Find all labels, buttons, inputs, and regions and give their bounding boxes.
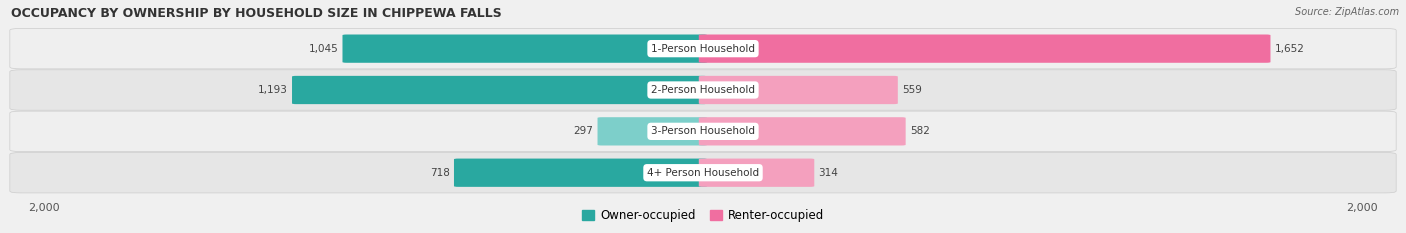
FancyBboxPatch shape (10, 152, 1396, 193)
Text: OCCUPANCY BY OWNERSHIP BY HOUSEHOLD SIZE IN CHIPPEWA FALLS: OCCUPANCY BY OWNERSHIP BY HOUSEHOLD SIZE… (11, 7, 502, 20)
Text: 718: 718 (430, 168, 450, 178)
Text: Source: ZipAtlas.com: Source: ZipAtlas.com (1295, 7, 1399, 17)
Text: 1,652: 1,652 (1275, 44, 1305, 54)
FancyBboxPatch shape (699, 76, 898, 104)
FancyBboxPatch shape (343, 34, 707, 63)
Text: 297: 297 (574, 126, 593, 136)
Text: 4+ Person Household: 4+ Person Household (647, 168, 759, 178)
Text: 1,045: 1,045 (308, 44, 339, 54)
FancyBboxPatch shape (10, 28, 1396, 69)
Text: 1-Person Household: 1-Person Household (651, 44, 755, 54)
FancyBboxPatch shape (10, 111, 1396, 151)
Text: 314: 314 (818, 168, 838, 178)
FancyBboxPatch shape (598, 117, 707, 145)
FancyBboxPatch shape (699, 159, 814, 187)
Text: 2,000: 2,000 (28, 203, 59, 213)
Text: 582: 582 (910, 126, 929, 136)
Text: 2-Person Household: 2-Person Household (651, 85, 755, 95)
FancyBboxPatch shape (10, 70, 1396, 110)
FancyBboxPatch shape (699, 34, 1271, 63)
FancyBboxPatch shape (292, 76, 707, 104)
FancyBboxPatch shape (454, 159, 707, 187)
Text: 3-Person Household: 3-Person Household (651, 126, 755, 136)
Legend: Owner-occupied, Renter-occupied: Owner-occupied, Renter-occupied (578, 205, 828, 227)
Text: 2,000: 2,000 (1347, 203, 1378, 213)
Text: 559: 559 (903, 85, 922, 95)
FancyBboxPatch shape (699, 117, 905, 145)
Text: 1,193: 1,193 (257, 85, 288, 95)
